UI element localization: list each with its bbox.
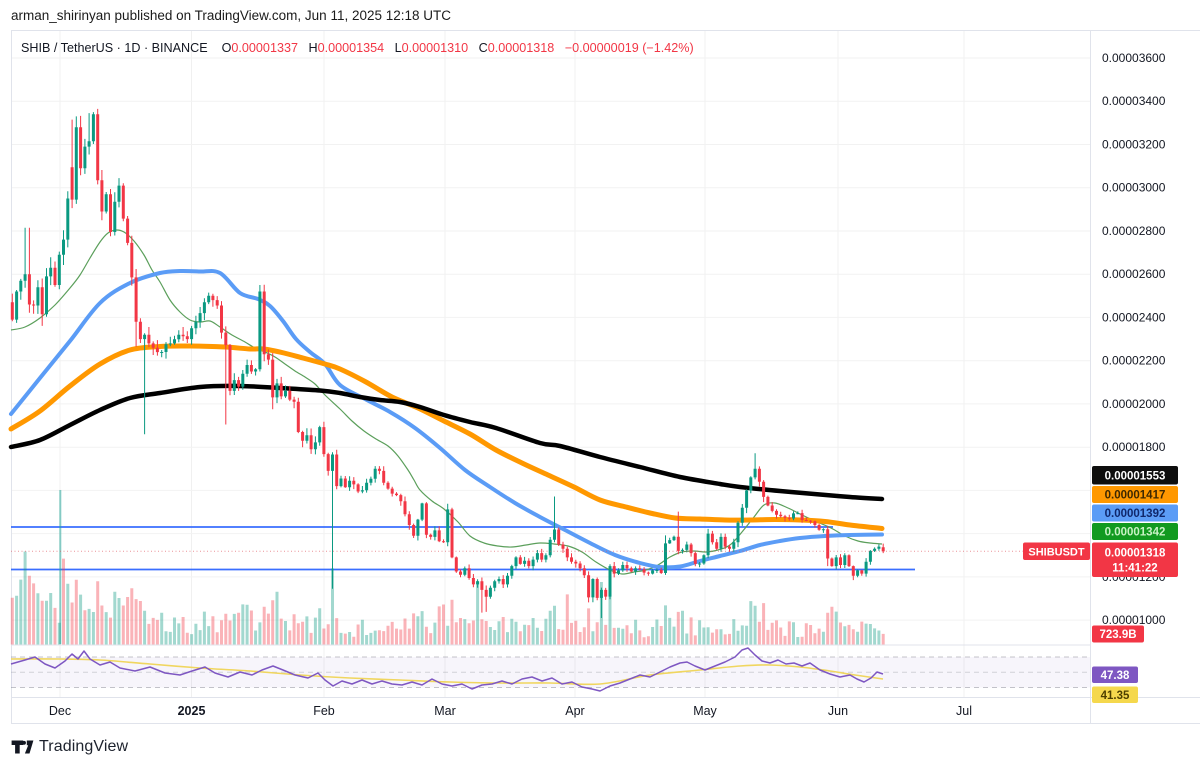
svg-text:0.00003600: 0.00003600 [1102, 51, 1166, 65]
svg-text:0.00002200: 0.00002200 [1102, 354, 1166, 368]
svg-text:41.35: 41.35 [1101, 690, 1130, 702]
svg-text:Jun: Jun [828, 704, 848, 718]
svg-text:Apr: Apr [565, 704, 584, 718]
svg-text:Feb: Feb [313, 704, 335, 718]
svg-text:0.00001553: 0.00001553 [1105, 470, 1166, 482]
svg-text:723.9B: 723.9B [1099, 629, 1136, 641]
svg-text:0.00002400: 0.00002400 [1102, 310, 1166, 324]
svg-text:2025: 2025 [178, 704, 206, 718]
svg-text:0.00003400: 0.00003400 [1102, 94, 1166, 108]
svg-text:Dec: Dec [49, 704, 71, 718]
svg-text:0.00002600: 0.00002600 [1102, 267, 1166, 281]
svg-text:Mar: Mar [434, 704, 456, 718]
svg-text:0.00001342: 0.00001342 [1105, 527, 1166, 539]
svg-text:May: May [693, 704, 717, 718]
svg-text:11:41:22: 11:41:22 [1112, 563, 1157, 575]
svg-text:0.00003200: 0.00003200 [1102, 138, 1166, 152]
svg-text:0.00002800: 0.00002800 [1102, 224, 1166, 238]
svg-text:0.00003000: 0.00003000 [1102, 181, 1166, 195]
svg-text:0.00001392: 0.00001392 [1105, 508, 1166, 520]
svg-text:0.00001318: 0.00001318 [1105, 548, 1166, 560]
svg-text:47.38: 47.38 [1101, 670, 1130, 682]
svg-text:0.00001417: 0.00001417 [1105, 490, 1166, 502]
svg-text:Jul: Jul [956, 704, 972, 718]
svg-text:0.00001000: 0.00001000 [1102, 613, 1166, 627]
svg-text:0.00001800: 0.00001800 [1102, 440, 1166, 454]
svg-text:SHIBUSDT: SHIBUSDT [1028, 546, 1085, 558]
svg-text:0.00002000: 0.00002000 [1102, 397, 1166, 411]
